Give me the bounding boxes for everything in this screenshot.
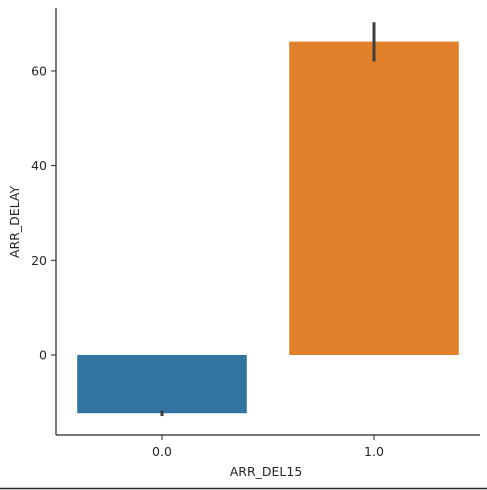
x-axis-label: ARR_DEL15 (230, 464, 303, 479)
y-tick-label: 0 (39, 347, 47, 362)
error-bars-layer (160, 22, 376, 417)
x-ticks: 0.0 1.0 (152, 435, 384, 459)
bars-layer (77, 41, 459, 414)
y-tick-label: 60 (31, 63, 47, 78)
x-tick-label: 0.0 (152, 444, 172, 459)
y-axis-label: ARR_DELAY (7, 186, 22, 259)
y-tick-label: 40 (31, 158, 47, 173)
y-ticks: 0 20 40 60 (31, 63, 56, 362)
bar-1.0 (289, 41, 459, 355)
x-tick-label: 1.0 (364, 444, 384, 459)
bar-0.0 (77, 354, 247, 414)
y-tick-label: 20 (31, 253, 47, 268)
